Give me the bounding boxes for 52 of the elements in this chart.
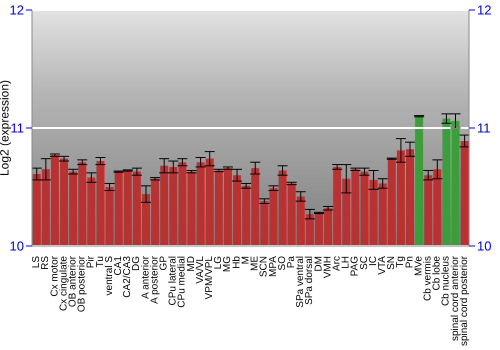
x-tick-label: spinal cord anterior [450,255,461,342]
x-tick-label: A posterior [149,255,160,304]
x-tick-label: M [240,256,252,264]
x-tick-label: MVe [413,256,424,276]
x-tick-label: MD [186,256,197,272]
x-tick-label: CA1 [112,256,124,276]
x-tick-label: OB anterior [67,255,78,308]
x-tick-label: OB posterior [76,255,88,312]
x-tick-label: VA/VL [194,256,206,284]
y-tick-label: 12 [10,2,24,18]
x-tick-label: SN [386,256,398,270]
x-tick-label: SPa dorsal [304,256,316,305]
y2-tick-label: 11 [477,120,490,136]
x-tick-label: LS [31,256,42,268]
x-tick-label: MG [222,256,234,272]
x-tick-label: LH [340,256,352,269]
x-tick-label: Arc [331,256,342,271]
x-tick-label: A anterior [140,255,152,299]
y2-tick-label: 10 [477,238,492,254]
x-tick-label: LG [213,256,224,270]
x-tick-label: RS [40,256,52,270]
x-tick-label: CA2/CA3 [122,256,134,298]
x-tick-label: spinal cord posterior [458,255,470,346]
x-tick-label: ventral S [104,256,115,296]
y-tick-label: 10 [10,238,24,254]
x-tick-label: SC [358,256,370,270]
x-tick-label: SCN [258,256,270,278]
x-tick-label: IC [368,256,379,266]
y-tick-label: 11 [10,120,24,136]
x-tick-label: SO [276,256,288,270]
x-tick-label: VPM/VPL [204,256,216,300]
x-tick-label: DM [313,256,324,272]
x-tick-label: Cb lobe [432,256,443,290]
x-tick-label: PAG [350,256,361,276]
x-tick-label: MPA [268,256,279,277]
y-axis-title: Log2 (expression) [0,80,12,176]
x-tick-label: VMH [322,256,334,278]
x-tick-label: VTA [377,256,388,275]
x-tick-label: Tg [395,256,406,268]
x-tick-label: Cb nucleus [440,256,452,306]
x-tick-label: DG [131,256,142,271]
x-tick-label: Hb [231,256,242,269]
x-tick-label: ME [250,256,261,271]
x-tick-label: Tu [94,256,106,268]
x-tick-label: Cx motor [49,255,60,297]
x-tick-label: GP [158,256,170,270]
x-tick-label: Cx cingulate [58,256,70,312]
y2-tick-label: 12 [477,2,492,18]
x-tick-label: Pn [404,256,416,268]
x-tick-label: Pir [86,255,97,268]
x-tick-label: Pa [286,256,297,268]
x-tick-label: CPu medial [176,256,188,308]
